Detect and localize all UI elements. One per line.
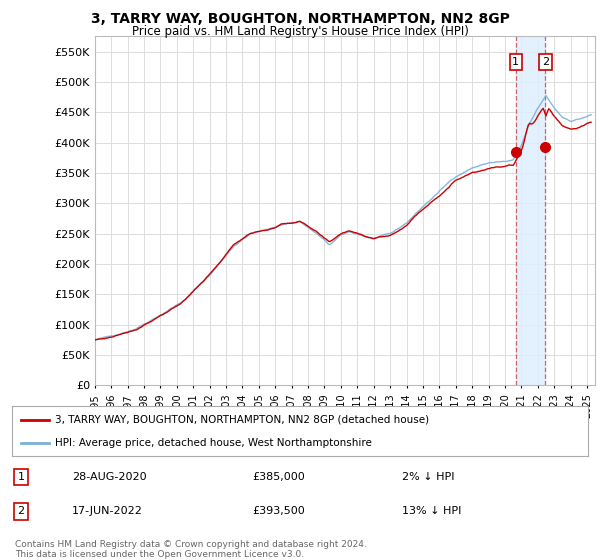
Text: Price paid vs. HM Land Registry's House Price Index (HPI): Price paid vs. HM Land Registry's House … — [131, 25, 469, 38]
Text: Contains HM Land Registry data © Crown copyright and database right 2024.
This d: Contains HM Land Registry data © Crown c… — [15, 540, 367, 559]
Text: HPI: Average price, detached house, West Northamptonshire: HPI: Average price, detached house, West… — [55, 438, 372, 448]
Text: 28-AUG-2020: 28-AUG-2020 — [72, 472, 146, 482]
Text: £393,500: £393,500 — [252, 506, 305, 516]
Text: 1: 1 — [512, 57, 519, 67]
Text: 2% ↓ HPI: 2% ↓ HPI — [402, 472, 455, 482]
Text: £385,000: £385,000 — [252, 472, 305, 482]
Bar — [516, 36, 545, 385]
Text: 13% ↓ HPI: 13% ↓ HPI — [402, 506, 461, 516]
Text: 3, TARRY WAY, BOUGHTON, NORTHAMPTON, NN2 8GP (detached house): 3, TARRY WAY, BOUGHTON, NORTHAMPTON, NN2… — [55, 414, 430, 424]
Text: 2: 2 — [542, 57, 549, 67]
Text: 17-JUN-2022: 17-JUN-2022 — [72, 506, 143, 516]
Text: 1: 1 — [17, 472, 25, 482]
Text: 3, TARRY WAY, BOUGHTON, NORTHAMPTON, NN2 8GP: 3, TARRY WAY, BOUGHTON, NORTHAMPTON, NN2… — [91, 12, 509, 26]
Text: 2: 2 — [17, 506, 25, 516]
